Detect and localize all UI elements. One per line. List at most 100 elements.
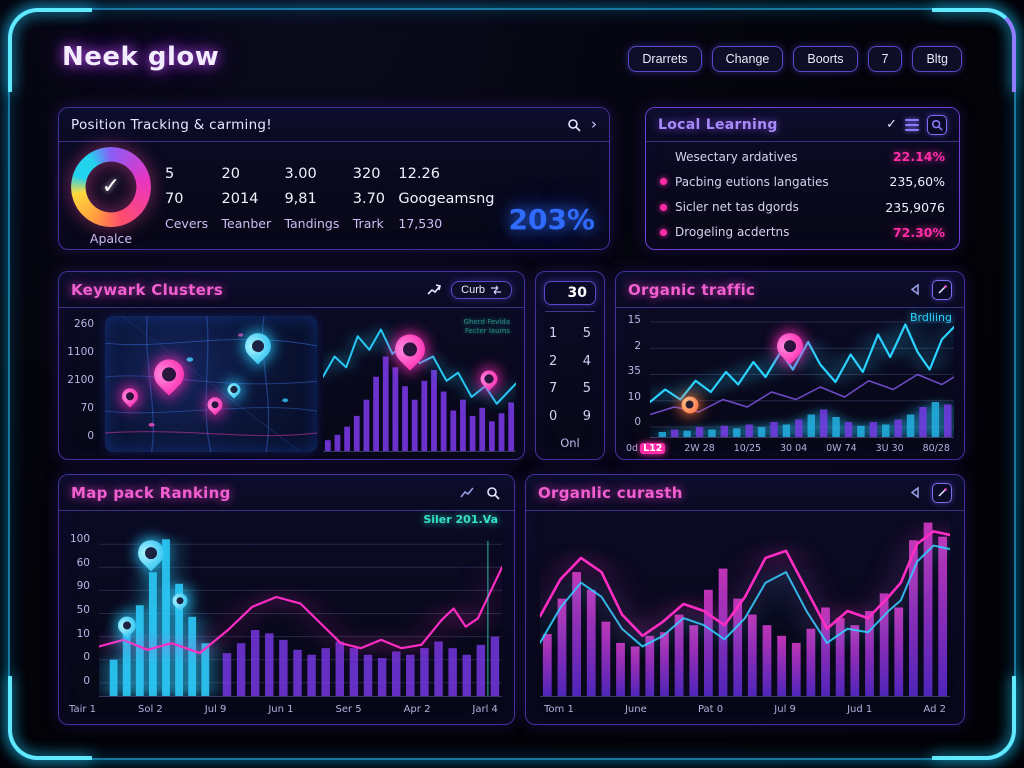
y-tick: 60 (76, 556, 90, 569)
panel-keyword-clusters: Keywark Clusters Curb 260 1100 2100 70 0 (58, 271, 525, 460)
x-tick: Ser 5 (335, 703, 362, 715)
nav-button-drarrets[interactable]: Drarrets (628, 46, 702, 72)
counter-row: 7 5 (549, 381, 591, 396)
check-icon: ✓ (101, 174, 121, 199)
panel-traffic-title: Organic traffic (628, 280, 756, 299)
panel-mappack-title: Map pack Ranking (71, 483, 231, 502)
stat-column: 5 70 Cevers (165, 166, 208, 231)
date-chip: L12 (640, 442, 666, 454)
y-tick: 100 (69, 533, 90, 545)
y-tick: 260 (73, 318, 94, 330)
list-item-value: 22.14% (892, 149, 945, 164)
app-title: Neek glow (62, 42, 220, 72)
x-tick: Jun 1 (268, 703, 294, 715)
panel-organic-traffic: Organic traffic Brdliing 15 2 35 10 0 0d… (615, 271, 965, 460)
stat-column: 20 2014 Teanber (222, 166, 272, 231)
counter-digit: 1 (549, 326, 558, 342)
list-item-value: 72.30% (892, 224, 945, 240)
bullet-icon (660, 203, 667, 211)
counter-footer-button[interactable]: Onl (560, 436, 580, 450)
panel-local-header: Local Learning ✓ (646, 108, 959, 142)
list-item-label: Drogeling acdertns (675, 225, 790, 240)
x-tick: Jud 1 (847, 703, 873, 715)
panel-position-header: Position Tracking & carming! › (59, 108, 609, 142)
curb-button[interactable]: Curb (451, 280, 512, 299)
map-roads (105, 316, 317, 452)
graph-icon[interactable] (458, 484, 476, 502)
list-item[interactable]: Drogeling acdertns 72.30% (660, 225, 945, 240)
growth-chart (540, 519, 950, 697)
list-item[interactable]: Sicler net tas dgords 235,9076 (660, 200, 945, 215)
x-tick: 0d (626, 442, 639, 454)
counter-row: 0 9 (549, 409, 591, 424)
y-tick: 0 (83, 651, 90, 664)
chevron-right-icon[interactable]: › (591, 115, 597, 133)
position-stats: ✓ Apalce 5 70 Cevers 20 2014 Teanber 3.0… (59, 142, 609, 248)
traffic-legend: Brdliing (910, 311, 952, 324)
clusters-body: 260 1100 2100 70 0 (59, 308, 524, 458)
edit-pen-icon[interactable] (932, 482, 952, 503)
traffic-y-axis: 15 2 35 10 0 (622, 312, 646, 438)
counter-digit: 2 (549, 353, 558, 369)
traffic-x-axis: 0d L12 2W 28 10/25 30 04 0W 74 3U 30 80/2… (622, 438, 954, 458)
x-tick-highlighted: 0d L12 (626, 442, 666, 454)
counter-row: 2 4 (549, 354, 591, 369)
y-tick: 10 (627, 390, 641, 403)
traffic-chart (650, 312, 954, 438)
triangle-left-icon[interactable] (906, 281, 924, 299)
y-tick: 2100 (67, 374, 94, 386)
panel-growth-header: Organlic curasth (526, 475, 964, 511)
cluster-map[interactable] (105, 316, 317, 452)
stat-label: Tandings (284, 215, 340, 231)
nav-button-boorts[interactable]: Boorts (793, 46, 858, 72)
stat-value: 320 (352, 165, 381, 182)
counter-value-field[interactable]: 30 (544, 281, 596, 305)
stat-column: 12.26 Googeamsng 17,530 (398, 166, 494, 231)
panel-mappack-header: Map pack Ranking (59, 475, 514, 511)
x-tick: Ad 2 (923, 703, 946, 715)
edit-pen-icon[interactable] (932, 279, 952, 300)
y-tick: 2 (634, 339, 641, 352)
mappack-y-axis: 100 60 90 50 10 0 0 (65, 531, 95, 697)
panel-organic-growth: Organlic curasth Tom 1 June Pat 0 Ju (525, 474, 965, 725)
stat-column: 320 3.70 Trark (353, 166, 385, 231)
search-icon[interactable] (565, 116, 583, 134)
score-donut: ✓ (71, 146, 151, 227)
stat-value: 9,81 (284, 190, 317, 207)
counter-digit: 9 (582, 408, 591, 424)
x-tick: Tair 1 (69, 703, 97, 715)
x-tick: Sol 2 (137, 703, 163, 715)
y-tick: 0 (83, 674, 90, 687)
shuffle-icon (491, 285, 501, 294)
panel-local-title: Local Learning (658, 116, 778, 133)
panel-local-learning: Local Learning ✓ Wesectary ardatives 22.… (645, 107, 960, 250)
x-tick: June (624, 703, 647, 715)
mappack-body: Siler 201.Va 100 60 90 50 10 0 0 Tair 1 … (59, 511, 514, 721)
triangle-left-icon[interactable] (906, 484, 924, 502)
counter-digit: 0 (549, 408, 558, 424)
panel-growth-title: Organlic curasth (538, 483, 683, 502)
chart-annotation: Siler 201.Va (423, 513, 498, 526)
stat-label: Teanber (221, 215, 272, 231)
list-icon[interactable] (905, 118, 919, 131)
y-tick: 50 (76, 603, 90, 616)
y-tick: 0 (87, 430, 94, 442)
nav-button-change[interactable]: Change (711, 46, 784, 72)
traffic-body: Brdliing 15 2 35 10 0 0d L12 2W 28 10/25 … (616, 308, 964, 458)
stat-value: 70 (165, 190, 184, 207)
nav-button-bltg[interactable]: Bltg (912, 46, 962, 72)
list-item[interactable]: Pacbing eutions langaties 235,60% (660, 174, 945, 189)
x-tick: 10/25 (733, 442, 762, 454)
top-button-bar: Drarrets Change Boorts 7 Bltg (628, 46, 962, 72)
map-pin-icon (681, 396, 699, 413)
search-icon[interactable] (927, 114, 947, 135)
nav-button-7[interactable]: 7 (867, 46, 903, 72)
list-item[interactable]: Wesectary ardatives 22.14% (660, 149, 945, 164)
list-item-label: Wesectary ardatives (675, 149, 798, 164)
score-donut-block: ✓ Apalce (71, 146, 151, 246)
x-tick: Apr 2 (403, 703, 431, 715)
big-percentage: 203% (508, 203, 595, 236)
y-tick: 10 (76, 627, 90, 640)
search-icon[interactable] (484, 484, 502, 502)
donut-ring (71, 146, 151, 227)
